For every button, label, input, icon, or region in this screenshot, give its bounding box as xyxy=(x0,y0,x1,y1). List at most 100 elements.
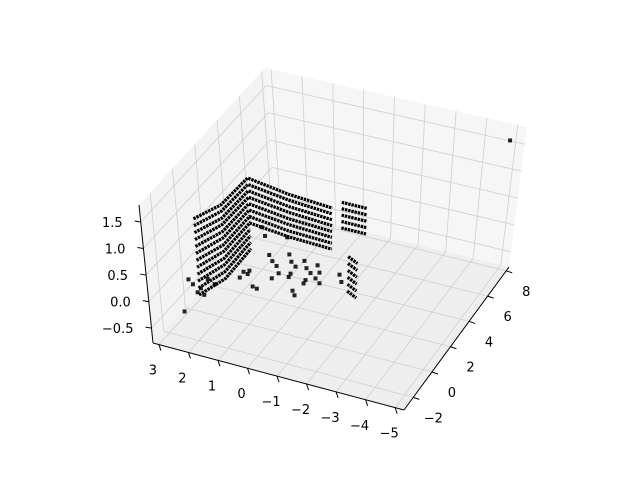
x-tick-label: 2 xyxy=(178,371,186,386)
back-grid-line-z xyxy=(266,85,525,145)
floor-grid-line-x xyxy=(306,244,419,385)
floor-grid-line-x xyxy=(247,231,364,369)
z-axis-line xyxy=(138,204,154,344)
x-tick-label: −2 xyxy=(291,403,310,418)
x-tick-label: −3 xyxy=(320,411,339,426)
data-point xyxy=(195,290,200,295)
data-point xyxy=(292,293,297,298)
floor-grid-line-x xyxy=(335,251,446,393)
data-point xyxy=(285,235,290,240)
x-tick-label: −4 xyxy=(350,419,369,434)
x-tick xyxy=(365,399,369,406)
scan-line xyxy=(347,262,359,272)
scan-line xyxy=(197,234,252,283)
z-tick xyxy=(134,220,141,223)
data-marks xyxy=(182,138,513,314)
x-tick xyxy=(217,360,221,367)
data-point xyxy=(245,272,250,277)
x-axis-line xyxy=(152,342,405,411)
left-grid-line-y xyxy=(216,120,229,261)
back-grid-line-x xyxy=(445,111,457,252)
z-tick-label: −0.5 xyxy=(102,322,134,337)
y-tick-label: 2 xyxy=(466,361,474,376)
scan-line xyxy=(347,255,359,265)
data-point xyxy=(286,274,291,279)
floor-grid-line-y xyxy=(250,236,488,297)
scan-line xyxy=(193,189,333,235)
data-point xyxy=(337,272,342,277)
x-tick xyxy=(158,344,162,351)
data-point xyxy=(302,258,307,263)
left-grid-line-y xyxy=(149,192,165,332)
scan-line xyxy=(346,269,358,279)
data-point xyxy=(247,268,252,273)
scan-line xyxy=(346,276,358,286)
left-grid-line-z xyxy=(140,85,267,223)
data-point xyxy=(301,281,306,286)
floor-grid-line-y xyxy=(206,283,451,348)
y-tick-label: 0 xyxy=(448,386,456,401)
scan-line xyxy=(198,247,253,297)
data-point xyxy=(212,282,217,287)
data-point xyxy=(241,269,246,274)
scan-line xyxy=(341,207,368,217)
scan-line xyxy=(341,213,367,223)
scan-line xyxy=(194,195,333,241)
x-tick xyxy=(394,407,398,414)
data-point xyxy=(205,276,210,281)
back-grid-line-x xyxy=(270,69,281,212)
back-grid-line-x xyxy=(500,124,519,266)
y-tick xyxy=(506,270,513,274)
y-tick xyxy=(487,295,494,299)
back-grid-line-x xyxy=(301,76,309,219)
data-point xyxy=(303,278,308,283)
data-point xyxy=(317,281,322,286)
data-point xyxy=(287,252,292,257)
left-grid-line-y xyxy=(261,71,273,214)
data-point xyxy=(274,263,279,268)
y-tick-label: 8 xyxy=(522,285,530,300)
z-tick-label: 0.0 xyxy=(110,296,131,311)
floor-grid-line-x xyxy=(276,237,391,377)
scan-line xyxy=(193,182,333,228)
back-grid-line-x xyxy=(362,90,365,232)
left-grid-line-y xyxy=(238,95,251,238)
axis-lines xyxy=(134,204,513,414)
z-tick-label: 0.5 xyxy=(107,269,128,284)
left-grid-line-y xyxy=(172,168,186,308)
floor-grid-line-y xyxy=(163,330,414,398)
data-point xyxy=(313,276,318,281)
scan-line xyxy=(196,228,252,276)
back-grid-line-x xyxy=(472,117,488,259)
scan-line xyxy=(346,289,358,300)
scan-line xyxy=(196,221,333,269)
scan-line xyxy=(192,176,333,221)
data-point xyxy=(198,286,203,291)
z-tick xyxy=(145,326,152,329)
x-tick-label: −1 xyxy=(261,395,280,410)
data-point xyxy=(254,286,259,291)
y-tick xyxy=(413,396,420,400)
back-grid-line-x xyxy=(390,97,395,239)
floor-grid-line-y xyxy=(271,213,507,272)
scan-line xyxy=(341,219,367,230)
data-point xyxy=(190,282,195,287)
y-axis-line xyxy=(403,266,510,411)
z-tick xyxy=(142,300,149,303)
data-point xyxy=(263,233,268,238)
data-point xyxy=(339,279,344,284)
x-tick xyxy=(187,352,191,359)
scan-line xyxy=(195,214,333,262)
scan-line xyxy=(197,241,252,290)
data-point xyxy=(186,277,191,282)
z-tick-label: 1.5 xyxy=(102,216,123,231)
floor-grid-line-x xyxy=(158,211,281,345)
data-point xyxy=(237,275,242,280)
data-point xyxy=(293,264,298,269)
axes-panes xyxy=(139,68,527,410)
data-point xyxy=(276,271,281,276)
x-tick-label: 1 xyxy=(208,379,216,394)
data-point xyxy=(304,266,309,271)
